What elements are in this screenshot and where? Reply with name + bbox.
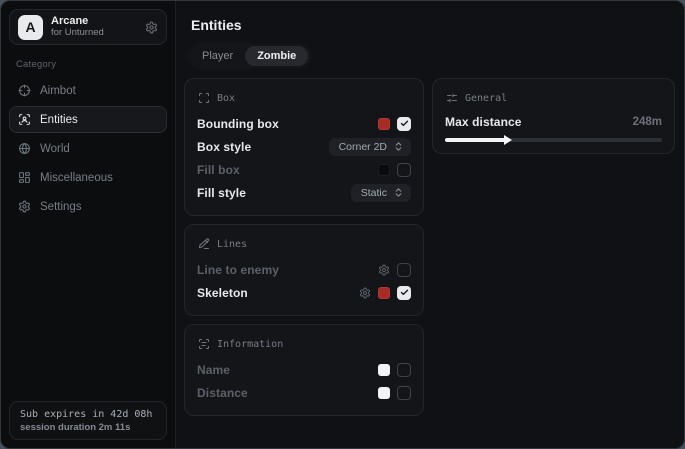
option-label: Name (197, 362, 231, 377)
max-distance-row: Max distance 248m (445, 112, 662, 132)
gear-icon[interactable] (359, 287, 371, 299)
general-card: General Max distance 248m (432, 78, 675, 154)
selected-value: Static (360, 186, 387, 199)
sidebar-item-label: World (40, 142, 70, 155)
tab-player[interactable]: Player (202, 50, 234, 62)
sliders-icon (446, 92, 458, 104)
option-label: Max distance (445, 115, 522, 129)
left-column: Box Bounding box Box style (184, 78, 424, 416)
sidebar-nav: Aimbot Entities World Miscellaneous (9, 77, 167, 220)
sidebar-item-label: Entities (40, 113, 78, 126)
box-card: Box Bounding box Box style (184, 78, 424, 216)
sidebar-item-label: Aimbot (40, 84, 76, 97)
lines-card-header: Lines (198, 238, 411, 250)
pencil-line-icon (198, 238, 210, 250)
slider-thumb[interactable] (503, 135, 512, 145)
line-to-enemy-checkbox[interactable] (397, 262, 411, 277)
name-row: Name (197, 358, 411, 381)
bounding-box-checkbox[interactable] (397, 116, 411, 131)
box-select-icon (198, 92, 210, 104)
color-swatch[interactable] (378, 286, 390, 299)
color-swatch[interactable] (378, 363, 390, 376)
option-label: Fill style (197, 185, 247, 200)
box-style-select[interactable]: Corner 2D (328, 137, 411, 156)
max-distance-slider[interactable] (445, 135, 662, 145)
name-checkbox[interactable] (397, 362, 411, 377)
option-label: Distance (197, 385, 248, 400)
session-duration-text: session duration 2m 11s (20, 422, 131, 433)
chevrons-up-down-icon (393, 141, 404, 152)
line-to-enemy-row: Line to enemy (197, 258, 411, 281)
fill-box-checkbox[interactable] (397, 162, 411, 177)
option-label: Line to enemy (197, 262, 279, 277)
slider-fill (445, 138, 506, 142)
content-columns: Box Bounding box Box style (184, 78, 676, 416)
option-label: Fill box (197, 162, 240, 177)
selected-value: Corner 2D (338, 140, 387, 153)
page-title: Entities (191, 17, 242, 33)
color-swatch[interactable] (378, 163, 390, 176)
fill-style-row: Fill style Static (197, 181, 411, 204)
color-swatch[interactable] (378, 117, 390, 130)
lines-card: Lines Line to enemy (184, 224, 424, 316)
sidebar-item-aimbot[interactable]: Aimbot (9, 77, 167, 104)
gear-icon (18, 200, 31, 213)
app-logo: A (18, 14, 43, 40)
bounding-box-row: Bounding box (197, 112, 411, 135)
crosshair-icon (18, 84, 31, 97)
color-swatch[interactable] (378, 386, 390, 399)
option-label: Bounding box (197, 116, 279, 131)
sidebar-item-settings[interactable]: Settings (9, 193, 167, 220)
section-title: Information (217, 338, 284, 350)
logo-text: Arcane for Unturned (51, 15, 137, 39)
category-label: Category (16, 59, 57, 70)
subscription-box: Sub expires in 42d 08h session duration … (9, 401, 167, 440)
grid-icon (18, 171, 31, 184)
globe-icon (18, 142, 31, 155)
fill-box-row: Fill box (197, 158, 411, 181)
max-distance-value: 248m (632, 116, 662, 128)
chevrons-up-down-icon (393, 187, 404, 198)
section-title: Box (217, 92, 236, 104)
skeleton-row: Skeleton (197, 281, 411, 304)
right-column: General Max distance 248m (432, 78, 675, 154)
fill-style-select[interactable]: Static (350, 183, 411, 202)
app-subtitle: for Unturned (51, 26, 104, 38)
distance-row: Distance (197, 381, 411, 404)
box-card-header: Box (198, 92, 411, 104)
main-panel: Entities Player Zombie Box Bounding bo (176, 1, 684, 448)
gear-icon[interactable] (378, 264, 390, 276)
section-title: Lines (217, 238, 248, 250)
sidebar: A Arcane for Unturned Category Aimbot (1, 1, 176, 448)
section-title: General (465, 92, 508, 104)
sidebar-item-world[interactable]: World (9, 135, 167, 162)
sidebar-item-entities[interactable]: Entities (9, 106, 167, 133)
app-title: Arcane (51, 15, 89, 28)
information-card: Information Name Distance (184, 324, 424, 416)
entity-tabs: Player Zombie (187, 43, 312, 69)
sidebar-item-label: Miscellaneous (40, 171, 113, 184)
option-label: Skeleton (197, 285, 248, 300)
scan-text-icon (198, 338, 210, 350)
option-label: Box style (197, 139, 252, 154)
gear-icon[interactable] (145, 21, 158, 34)
box-style-row: Box style Corner 2D (197, 135, 411, 158)
sub-expires-text: Sub expires in 42d 08h (20, 409, 153, 420)
entities-scan-icon (18, 113, 31, 126)
information-card-header: Information (198, 338, 411, 350)
sidebar-item-miscellaneous[interactable]: Miscellaneous (9, 164, 167, 191)
distance-checkbox[interactable] (397, 385, 411, 400)
sidebar-item-label: Settings (40, 200, 82, 213)
skeleton-checkbox[interactable] (397, 285, 411, 300)
logo-card: A Arcane for Unturned (9, 9, 167, 45)
general-card-header: General (446, 92, 662, 104)
tab-zombie[interactable]: Zombie (245, 46, 309, 66)
